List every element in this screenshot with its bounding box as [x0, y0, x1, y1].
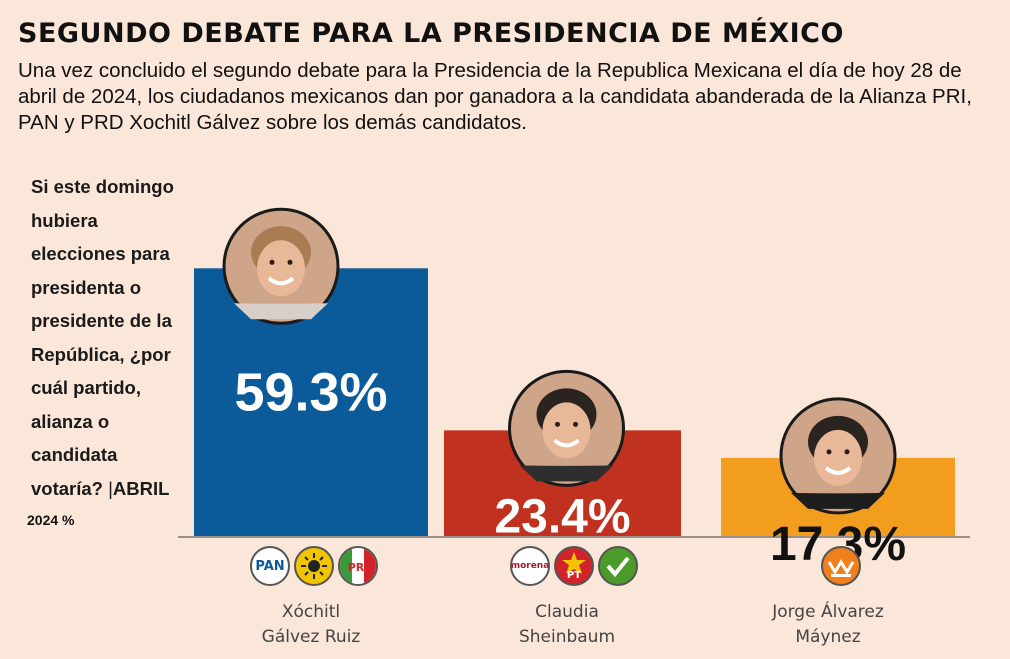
svg-text:PRI: PRI [348, 561, 369, 574]
page-subtitle: Una vez concluido el segundo debate para… [18, 59, 972, 134]
pt-logo-icon: PT [554, 546, 594, 586]
party-logos-galvez: PAN PRI [250, 546, 378, 590]
pri-logo-icon: PRI [338, 546, 378, 586]
party-logos-sheinbaum: morena PT [510, 546, 638, 590]
data-label-2: 23.4% [494, 490, 630, 543]
survey-source: 2024 % [27, 512, 75, 528]
candidate-portrait-icon [508, 369, 625, 487]
candidate-name-galvez: Xóchitl Gálvez Ruiz [261, 602, 361, 647]
mc-logo-icon [821, 546, 861, 586]
candidate-portrait-icon [222, 207, 340, 325]
page-title: SEGUNDO DEBATE PARA LA PRESIDENCIA DE MÉ… [18, 18, 844, 49]
morena-logo-icon: morena [510, 546, 550, 586]
data-label-1: 59.3% [234, 362, 387, 422]
svg-text:PT: PT [567, 570, 581, 581]
question-separator: | [108, 477, 113, 499]
prd-logo-icon [294, 546, 334, 586]
candidate-name-maynez: Jorge Álvarez Máynez [772, 602, 884, 647]
party-logos-maynez [821, 546, 861, 590]
candidate-name-sheinbaum: Claudia Sheinbaum [518, 602, 616, 647]
pan-logo-icon: PAN [250, 546, 290, 586]
survey-question: Si este domingo hubiera elecciones para … [31, 170, 181, 505]
survey-month: ABRIL [112, 477, 170, 499]
candidate-portrait-icon [779, 397, 897, 515]
pvem-logo-icon [598, 546, 638, 586]
survey-question-text: Si este domingo hubiera elecciones para … [31, 176, 174, 499]
